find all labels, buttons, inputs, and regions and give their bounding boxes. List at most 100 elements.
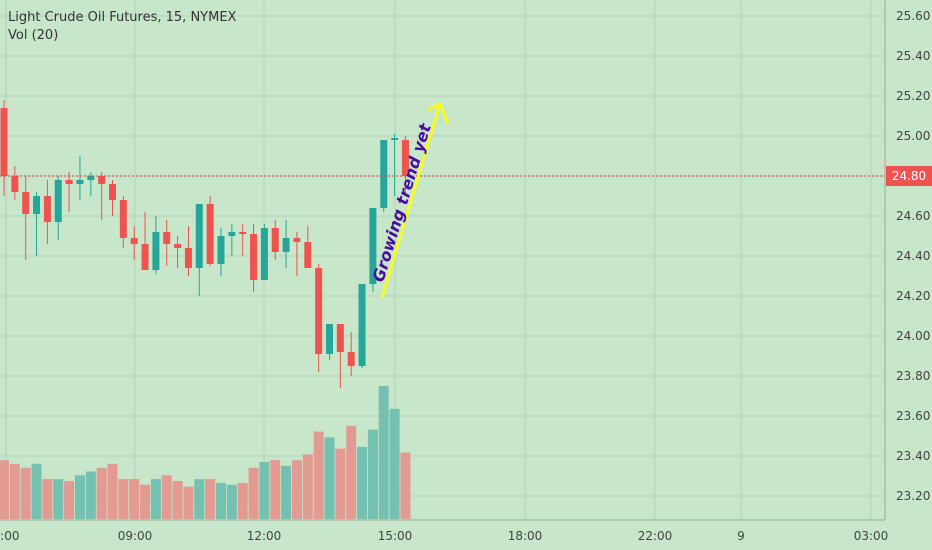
candle-body xyxy=(22,192,30,214)
candle xyxy=(239,224,247,256)
candle-body xyxy=(228,232,236,236)
candle-body xyxy=(195,204,203,268)
volume-bar xyxy=(270,460,281,519)
volume-bar xyxy=(85,471,96,519)
candle xyxy=(391,134,399,196)
y-tick-label: 24.60 xyxy=(896,209,930,223)
volume-bar xyxy=(367,429,378,519)
volume-bar xyxy=(53,479,64,519)
volume-bar xyxy=(205,479,216,519)
candle xyxy=(163,220,171,266)
candle-body xyxy=(130,238,138,244)
volume-bar xyxy=(281,465,292,519)
time-axis: 6:00 09:00 12:00 15:00 18:00 22:00 9 03:00 xyxy=(0,529,888,543)
candle-body xyxy=(206,204,214,264)
volume-bar xyxy=(172,481,183,519)
candle-body xyxy=(380,140,388,208)
candle xyxy=(347,332,355,376)
candle xyxy=(315,264,323,372)
candle-body xyxy=(217,236,225,264)
candle xyxy=(336,324,344,388)
current-price-label: 24.80 xyxy=(892,169,926,183)
volume-bar xyxy=(194,479,205,519)
candle-body xyxy=(326,324,333,354)
y-tick-label: 24.40 xyxy=(896,249,930,263)
candle xyxy=(0,100,8,196)
candle-body xyxy=(260,228,268,280)
volume-bar xyxy=(140,484,151,519)
y-tick-label: 23.60 xyxy=(896,409,930,423)
candle-body xyxy=(43,196,51,222)
volume-series xyxy=(0,386,411,519)
volume-bar xyxy=(216,482,226,519)
candle-body xyxy=(65,180,73,184)
volume-bar xyxy=(74,475,85,519)
volume-bar xyxy=(107,463,118,519)
volume-bar xyxy=(183,486,194,519)
candle xyxy=(304,226,312,268)
candle-body xyxy=(109,184,116,200)
candle xyxy=(326,324,333,360)
candle-body xyxy=(184,248,192,268)
candle xyxy=(401,136,409,196)
candle xyxy=(152,216,160,274)
candle-body xyxy=(54,180,62,222)
candle xyxy=(33,192,41,256)
candle-series xyxy=(0,100,409,388)
candle xyxy=(130,226,138,260)
candle xyxy=(271,220,279,260)
candle xyxy=(65,172,73,212)
candle xyxy=(228,224,236,256)
candle-body xyxy=(315,268,323,354)
volume-bar xyxy=(129,479,140,519)
candle-body xyxy=(98,176,106,184)
trend-arrow-head xyxy=(427,102,450,125)
candle-body xyxy=(174,244,182,248)
candle-body xyxy=(271,228,279,252)
candle-body xyxy=(87,176,95,180)
volume-bar xyxy=(346,425,357,519)
grid xyxy=(0,0,885,520)
volume-bar xyxy=(302,454,313,519)
volume-bar xyxy=(161,475,172,519)
candle-body xyxy=(304,242,312,268)
candle-body xyxy=(163,232,171,244)
candle xyxy=(206,196,214,266)
x-tick-label: 15:00 xyxy=(378,529,413,543)
candle xyxy=(250,224,258,292)
candle xyxy=(76,156,84,200)
candle xyxy=(87,172,95,196)
candle-body xyxy=(282,238,290,252)
x-tick-label: 03:00 xyxy=(854,529,889,543)
volume-bar xyxy=(324,437,335,519)
volume-bar xyxy=(313,431,324,519)
candle xyxy=(195,204,203,296)
volume-bar xyxy=(400,452,411,519)
y-tick-label: 25.60 xyxy=(896,9,930,23)
volume-bar xyxy=(357,446,368,519)
candle-body xyxy=(347,352,355,366)
candle-body xyxy=(391,138,399,140)
volume-indicator-label: Vol (20) xyxy=(8,28,59,43)
volume-bar xyxy=(31,463,42,519)
volume-bar xyxy=(335,448,346,519)
candle xyxy=(109,180,116,216)
y-tick-label: 23.20 xyxy=(896,489,930,503)
volume-bar xyxy=(237,482,248,519)
candle-body xyxy=(11,176,19,192)
candle xyxy=(141,212,149,270)
x-tick-label: 18:00 xyxy=(508,529,543,543)
x-tick-label: 22:00 xyxy=(638,529,673,543)
candle-body xyxy=(119,200,127,238)
volume-bar xyxy=(226,484,237,519)
candle xyxy=(11,166,19,200)
candle-body xyxy=(33,196,41,214)
y-tick-label: 25.20 xyxy=(896,89,930,103)
y-tick-label: 24.20 xyxy=(896,289,930,303)
candle xyxy=(282,220,290,268)
candle xyxy=(184,226,192,276)
y-tick-label: 23.40 xyxy=(896,449,930,463)
candle-body xyxy=(141,244,149,270)
